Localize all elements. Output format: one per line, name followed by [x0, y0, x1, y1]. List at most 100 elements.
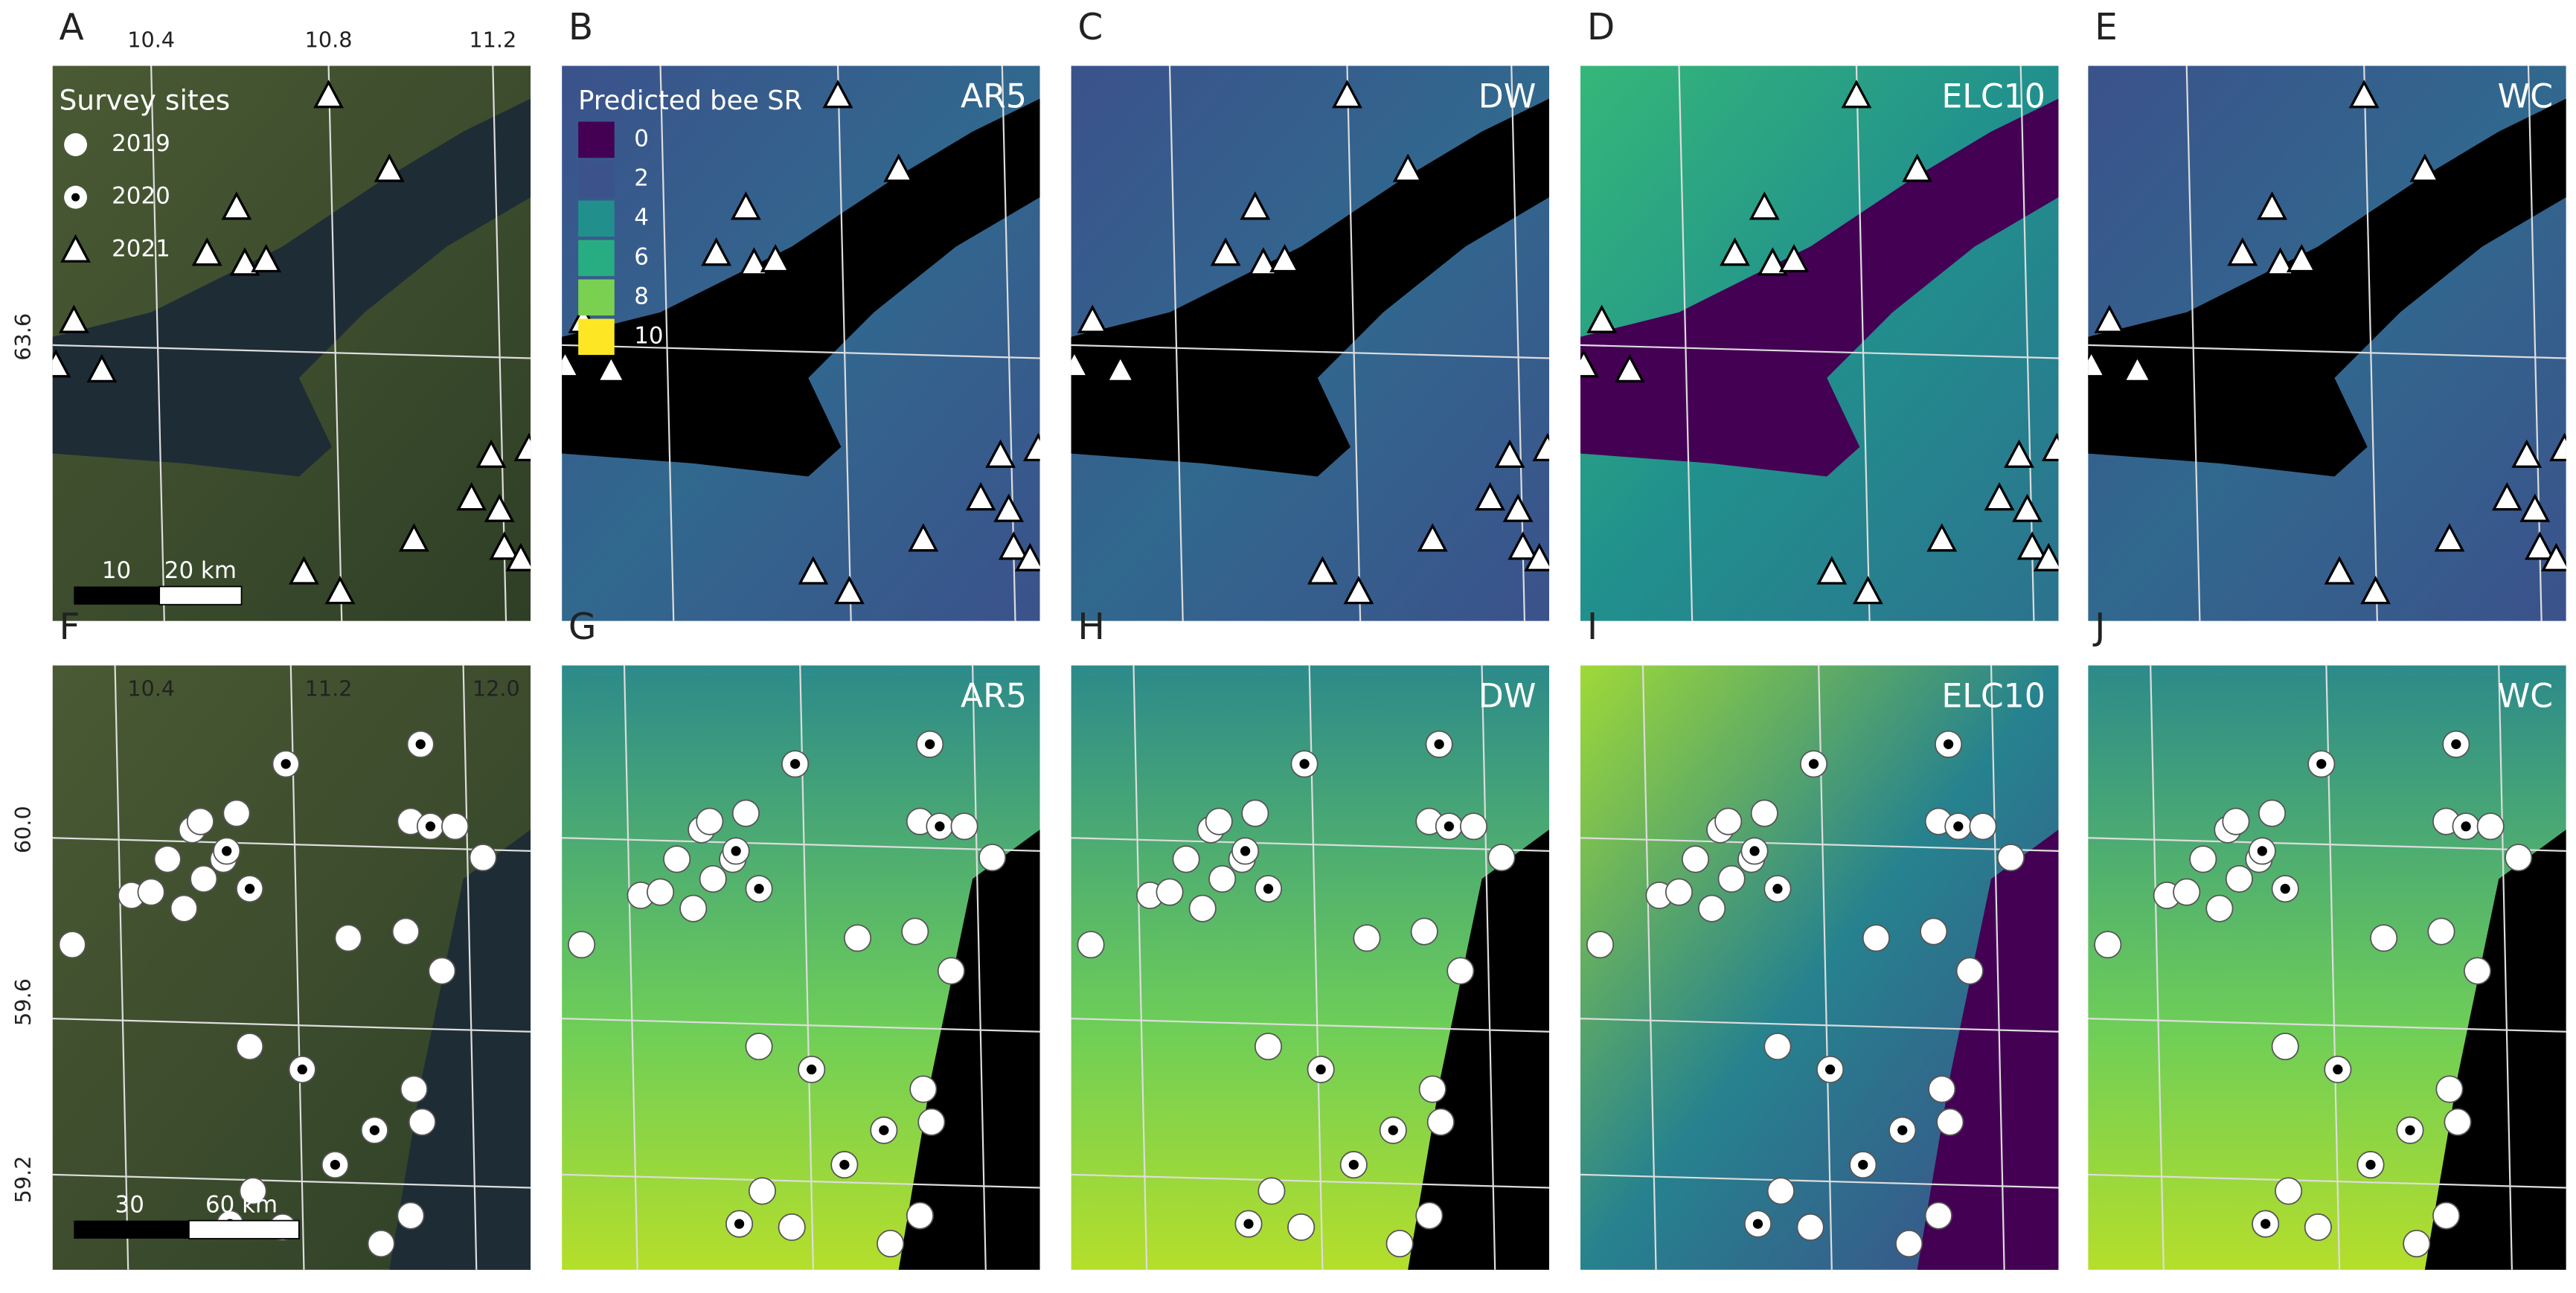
site-2021 [562, 349, 580, 378]
map-panel: D ELC10 [1580, 7, 2059, 621]
panel-name: WC [2498, 678, 2553, 716]
site-dot [297, 1064, 307, 1075]
site-2019 [408, 1108, 436, 1136]
site-2021 [2004, 439, 2034, 468]
site-2021 [1749, 191, 1780, 220]
graticule [114, 665, 129, 1270]
site-2021 [1210, 237, 1241, 266]
site-dot [1897, 1125, 1908, 1135]
map-panel: G AR5 [562, 606, 1040, 1270]
site-dot [2280, 884, 2290, 894]
site-2021 [798, 556, 829, 585]
colorbar-swatch [578, 200, 615, 237]
site-2019 [1172, 845, 1200, 873]
scale-bar-segment [188, 1219, 300, 1239]
site-dot [879, 1125, 889, 1135]
map-panel: A [52, 7, 531, 621]
site-2021 [1902, 153, 1933, 182]
colorbar-label: 2 [634, 164, 649, 191]
legend-label: 2019 [112, 130, 170, 157]
site-2019 [1682, 845, 1710, 873]
site-dot [369, 1125, 380, 1135]
panel-letter: I [1587, 606, 1598, 648]
site-2019 [1446, 957, 1475, 985]
site-2021 [1816, 556, 1848, 585]
panel-name: DW [1478, 78, 1537, 116]
site-2019 [391, 917, 420, 946]
site-2021 [1586, 304, 1618, 333]
site-2019 [190, 864, 218, 893]
site-2019 [428, 957, 456, 985]
water [1580, 98, 2059, 477]
panel-name: ELC10 [1941, 78, 2045, 116]
colorbar-title: Predicted bee SR [578, 86, 802, 116]
site-2021 [2016, 531, 2048, 560]
site-2019 [2275, 1177, 2303, 1205]
site-2019 [1208, 864, 1237, 893]
legend-label: 2021 [112, 235, 170, 262]
site-2019 [2189, 845, 2217, 873]
site-2019 [1862, 924, 1890, 952]
site-2021 [191, 237, 222, 266]
graticule [1071, 1173, 1550, 1189]
site-2019 [1257, 1177, 1286, 1205]
site-2021 [2012, 493, 2042, 522]
site-2019 [1936, 1108, 1964, 1136]
legend-dot [71, 193, 80, 202]
map-content [2088, 665, 2566, 1270]
site-2019 [748, 1177, 777, 1205]
site-2019 [2173, 878, 2201, 906]
graticule [1168, 65, 1184, 621]
site-dot [754, 884, 764, 894]
graticule [562, 344, 1040, 359]
site-dot [790, 759, 801, 769]
legend-title: Survey sites [59, 84, 230, 117]
site-2021 [760, 243, 791, 273]
graticule [1580, 1173, 2059, 1189]
site-2021 [2257, 191, 2287, 220]
site-2021 [1248, 247, 1279, 276]
map-content [1071, 65, 1550, 621]
map-panel: J WC [2088, 606, 2566, 1270]
x-tick-label: 10.4 [127, 676, 175, 702]
site-dot [330, 1159, 341, 1170]
map-panel: I ELC10 [1580, 606, 2059, 1270]
scale-bar-label: 30 [115, 1191, 144, 1218]
x-tick-label: 12.0 [472, 676, 520, 702]
map-content [562, 65, 1040, 621]
site-2019 [1287, 1213, 1316, 1242]
graticule [1510, 65, 1526, 621]
scale-bar-label: 20 km [164, 557, 237, 584]
map-panel: F [52, 606, 531, 1270]
graticule [1580, 837, 2059, 852]
scale-bar-segment [74, 1220, 189, 1239]
site-2021 [313, 80, 345, 109]
site-dot [281, 759, 291, 769]
graticule [52, 1173, 531, 1189]
site-dot [1240, 846, 1251, 856]
water [1071, 98, 1550, 477]
site-2021 [1841, 80, 1872, 109]
graticule [2088, 1017, 2566, 1033]
y-tick-label: 63.6 [10, 313, 36, 361]
site-2021 [2519, 493, 2551, 522]
site-2019 [1188, 894, 1217, 923]
site-2019 [441, 812, 470, 841]
site-2019 [2427, 917, 2455, 946]
site-dot [425, 821, 436, 832]
site-dot [925, 739, 935, 749]
panel-letter: H [1077, 606, 1105, 648]
site-2021 [1720, 237, 1750, 266]
site-2019 [1698, 894, 1726, 923]
site-2019 [1254, 1033, 1283, 1061]
colorbar-label: 6 [634, 243, 649, 270]
site-2019 [679, 894, 708, 923]
graticule [2019, 65, 2035, 621]
site-dot [1299, 759, 1310, 769]
site-2019 [1665, 878, 1694, 906]
site-2021 [908, 523, 939, 552]
site-2019 [1487, 844, 1516, 872]
site-dot [731, 846, 741, 856]
x-tick-label: 11.2 [305, 676, 353, 702]
colorbar-swatch [578, 318, 615, 356]
